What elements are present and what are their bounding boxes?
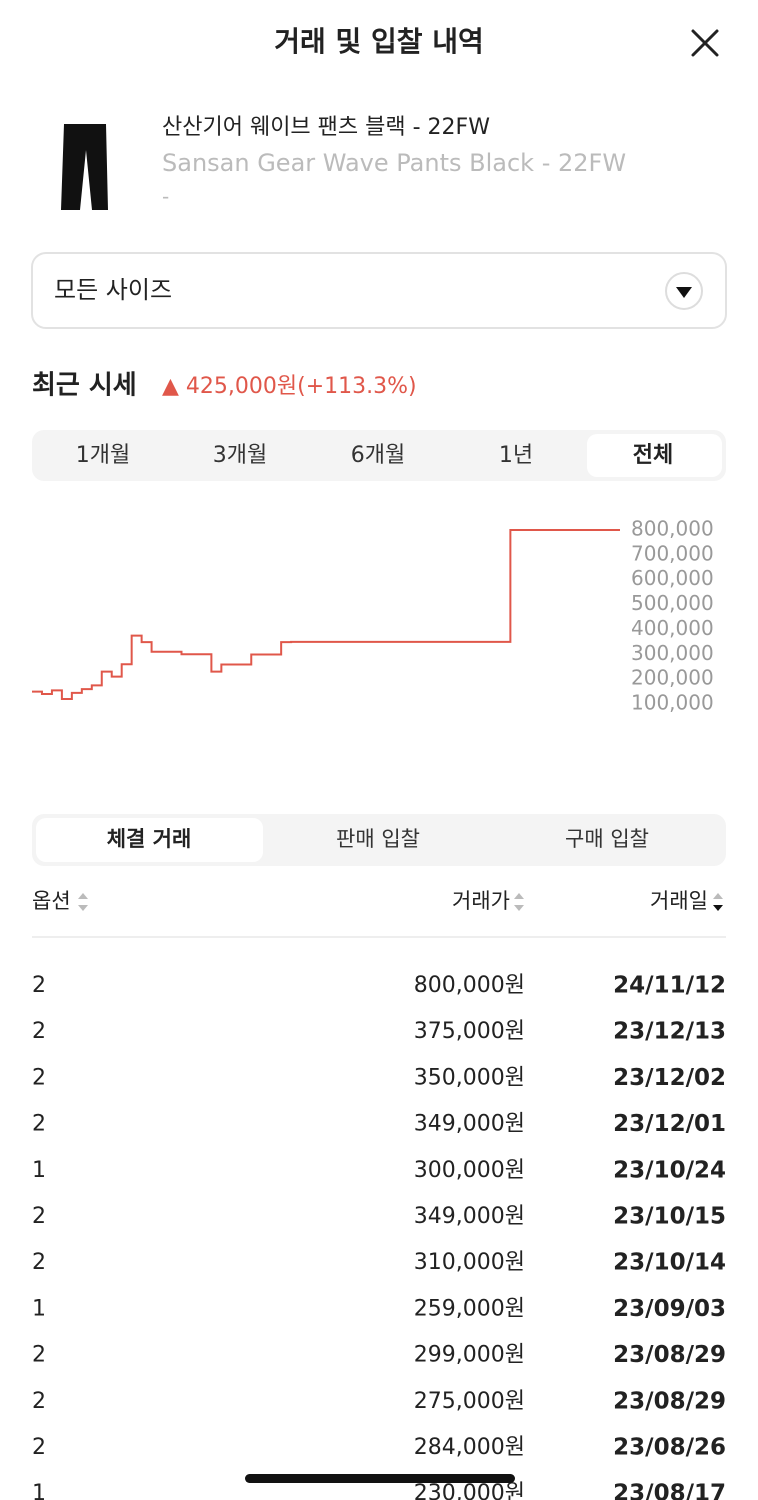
price-cell: 349,000원	[414, 1112, 525, 1137]
y-tick-label: 400,000	[631, 616, 714, 640]
sort-down	[514, 905, 524, 911]
option-cell: 2	[32, 1389, 46, 1414]
column-header[interactable]: 거래일	[650, 889, 708, 913]
price-cell: 349,000원	[414, 1204, 525, 1229]
period-tab[interactable]: 3개월	[213, 443, 267, 468]
price-cell: 275,000원	[414, 1389, 525, 1414]
price-cell: 800,000원	[414, 973, 525, 998]
option-cell: 2	[32, 1065, 46, 1090]
date-cell: 23/12/13	[613, 1019, 726, 1045]
price-cell: 375,000원	[414, 1019, 525, 1044]
price-cell: 310,000원	[414, 1250, 525, 1275]
sort-up	[514, 893, 524, 899]
price-cell: 230,000원	[414, 1481, 525, 1500]
y-tick-label: 500,000	[631, 591, 714, 615]
price-line	[32, 529, 620, 701]
size-select-label: 모든 사이즈	[54, 276, 172, 304]
date-cell: 23/12/01	[613, 1111, 726, 1137]
close-button[interactable]	[691, 29, 719, 57]
price-cell: 299,000원	[414, 1343, 525, 1368]
date-cell: 23/08/26	[613, 1435, 726, 1461]
date-cell: 23/10/15	[613, 1204, 726, 1230]
y-tick-label: 200,000	[631, 666, 714, 690]
date-cell: 23/08/17	[613, 1481, 726, 1500]
sort-down	[78, 905, 88, 911]
price-cell: 284,000원	[414, 1435, 525, 1460]
column-header[interactable]: 옵션	[32, 889, 71, 913]
y-tick-label: 100,000	[631, 691, 714, 715]
sort-down	[713, 905, 723, 911]
product-sub: -	[162, 185, 169, 209]
sort-up	[78, 893, 88, 899]
option-cell: 2	[32, 973, 46, 998]
date-cell: 24/11/12	[613, 973, 726, 999]
size-select[interactable]	[31, 252, 727, 329]
period-tabs	[32, 430, 726, 481]
trade-tab[interactable]: 구매 입찰	[565, 827, 649, 851]
product-image	[61, 124, 108, 210]
price-label: 최근 시세	[32, 371, 137, 401]
trade-tab[interactable]: 체결 거래	[107, 827, 192, 851]
sort-up	[713, 893, 723, 899]
home-indicator	[245, 1474, 515, 1483]
option-cell: 2	[32, 1204, 46, 1229]
y-tick-label: 700,000	[631, 541, 714, 565]
period-tab[interactable]: 6개월	[351, 443, 405, 468]
column-header[interactable]: 거래가	[452, 889, 510, 913]
option-cell: 2	[32, 1019, 46, 1044]
price-cell: 300,000원	[414, 1158, 525, 1183]
y-tick-label: 800,000	[631, 517, 714, 541]
trade-tab-active	[36, 818, 263, 862]
date-cell: 23/08/29	[613, 1342, 726, 1368]
y-tick-label: 600,000	[631, 566, 714, 590]
price-cell: 259,000원	[414, 1296, 525, 1321]
product-name: 산산기어 웨이브 팬츠 블랙 - 22FW	[162, 115, 490, 140]
date-cell: 23/12/02	[613, 1065, 726, 1091]
option-cell: 1	[32, 1296, 46, 1321]
date-cell: 23/10/24	[613, 1157, 726, 1183]
period-tab[interactable]: 전체	[633, 443, 673, 468]
price-change: ▲ 425,000원(+113.3%)	[162, 374, 417, 399]
trade-tab[interactable]: 판매 입찰	[336, 827, 420, 851]
period-tab[interactable]: 1개월	[76, 443, 130, 468]
date-cell: 23/08/29	[613, 1388, 726, 1414]
page-title: 거래 및 입찰 내역	[274, 25, 484, 58]
option-cell: 2	[32, 1343, 46, 1368]
option-cell: 2	[32, 1112, 46, 1137]
date-cell: 23/09/03	[613, 1296, 726, 1322]
y-tick-label: 300,000	[631, 641, 714, 665]
price-cell: 350,000원	[414, 1065, 525, 1090]
option-cell: 2	[32, 1435, 46, 1460]
period-tab-active	[587, 434, 722, 477]
period-tab[interactable]: 1년	[499, 443, 533, 468]
option-cell: 1	[32, 1158, 46, 1183]
product-name-en: Sansan Gear Wave Pants Black - 22FW	[162, 149, 626, 177]
option-cell: 1	[32, 1481, 46, 1500]
date-cell: 23/10/14	[613, 1250, 726, 1276]
option-cell: 2	[32, 1250, 46, 1275]
